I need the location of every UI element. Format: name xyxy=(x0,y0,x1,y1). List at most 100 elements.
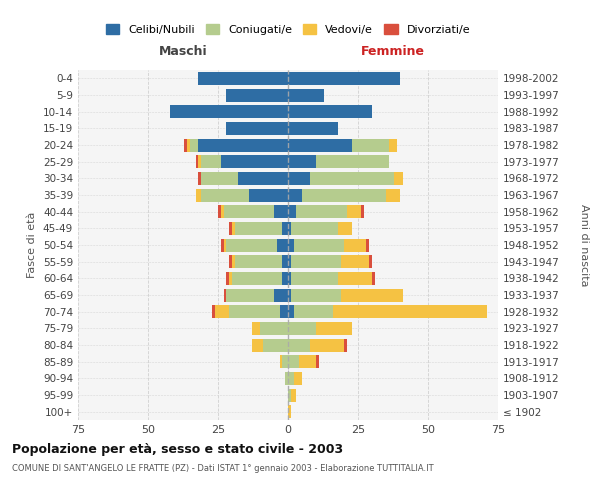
Text: Popolazione per età, sesso e stato civile - 2003: Popolazione per età, sesso e stato civil… xyxy=(12,442,343,456)
Bar xyxy=(274,288,288,302)
Bar xyxy=(212,305,215,318)
Bar xyxy=(316,322,352,335)
Bar xyxy=(238,172,288,185)
Bar xyxy=(201,155,221,168)
Y-axis label: Anni di nascita: Anni di nascita xyxy=(579,204,589,286)
Bar xyxy=(280,355,283,368)
Bar xyxy=(235,255,283,268)
Bar xyxy=(288,238,293,252)
Bar xyxy=(288,172,310,185)
Bar xyxy=(229,222,232,235)
Bar xyxy=(229,305,280,318)
Bar xyxy=(302,188,386,202)
Bar xyxy=(338,222,352,235)
Bar xyxy=(277,238,288,252)
Bar xyxy=(288,388,291,402)
Bar xyxy=(288,222,291,235)
Bar xyxy=(299,355,316,368)
Bar xyxy=(232,272,283,285)
Bar xyxy=(221,238,224,252)
Bar xyxy=(196,155,199,168)
Bar xyxy=(369,255,372,268)
Bar xyxy=(199,138,288,151)
Bar xyxy=(288,272,291,285)
Bar xyxy=(288,288,291,302)
Text: Femmine: Femmine xyxy=(361,46,425,59)
Bar xyxy=(229,255,232,268)
Bar xyxy=(226,238,277,252)
Bar xyxy=(293,372,302,385)
Bar xyxy=(226,288,274,302)
Bar xyxy=(170,105,288,118)
Bar xyxy=(333,305,487,318)
Bar xyxy=(352,138,389,151)
Bar xyxy=(201,172,238,185)
Bar xyxy=(288,72,400,85)
Bar xyxy=(372,272,375,285)
Bar xyxy=(291,272,338,285)
Bar xyxy=(196,188,201,202)
Bar xyxy=(215,305,229,318)
Bar xyxy=(283,222,288,235)
Bar xyxy=(288,205,296,218)
Bar xyxy=(347,205,361,218)
Bar xyxy=(221,155,288,168)
Bar xyxy=(226,272,229,285)
Bar xyxy=(224,205,274,218)
Bar xyxy=(283,255,288,268)
Bar xyxy=(288,155,316,168)
Bar xyxy=(361,205,364,218)
Bar xyxy=(199,172,201,185)
Bar xyxy=(263,338,288,351)
Legend: Celibi/Nubili, Coniugati/e, Vedovi/e, Divorziati/e: Celibi/Nubili, Coniugati/e, Vedovi/e, Di… xyxy=(101,20,475,39)
Bar xyxy=(288,122,338,135)
Bar xyxy=(224,288,226,302)
Bar xyxy=(288,305,293,318)
Bar xyxy=(274,205,288,218)
Bar xyxy=(288,372,293,385)
Bar xyxy=(291,288,341,302)
Bar xyxy=(224,238,226,252)
Bar xyxy=(344,338,347,351)
Bar xyxy=(293,305,333,318)
Bar xyxy=(232,255,235,268)
Bar xyxy=(249,188,288,202)
Bar xyxy=(316,155,389,168)
Bar xyxy=(394,172,403,185)
Bar xyxy=(288,255,291,268)
Bar xyxy=(288,355,299,368)
Bar xyxy=(226,122,288,135)
Bar xyxy=(296,205,347,218)
Bar xyxy=(288,138,352,151)
Bar xyxy=(288,405,291,418)
Bar xyxy=(288,105,372,118)
Bar xyxy=(283,272,288,285)
Bar xyxy=(288,188,302,202)
Bar xyxy=(260,322,288,335)
Bar xyxy=(310,172,394,185)
Bar xyxy=(190,138,199,151)
Bar xyxy=(184,138,187,151)
Bar xyxy=(288,338,310,351)
Bar xyxy=(291,255,341,268)
Bar xyxy=(201,188,249,202)
Bar xyxy=(251,322,260,335)
Bar xyxy=(280,305,288,318)
Bar xyxy=(338,272,372,285)
Bar xyxy=(288,88,325,102)
Bar xyxy=(293,238,344,252)
Bar xyxy=(218,205,221,218)
Bar xyxy=(341,288,403,302)
Bar xyxy=(221,205,224,218)
Bar xyxy=(389,138,397,151)
Bar xyxy=(291,388,296,402)
Bar xyxy=(232,222,235,235)
Bar xyxy=(199,155,201,168)
Y-axis label: Fasce di età: Fasce di età xyxy=(28,212,37,278)
Bar xyxy=(386,188,400,202)
Bar xyxy=(187,138,190,151)
Text: Maschi: Maschi xyxy=(158,46,208,59)
Bar xyxy=(367,238,369,252)
Bar xyxy=(283,355,288,368)
Bar xyxy=(291,222,338,235)
